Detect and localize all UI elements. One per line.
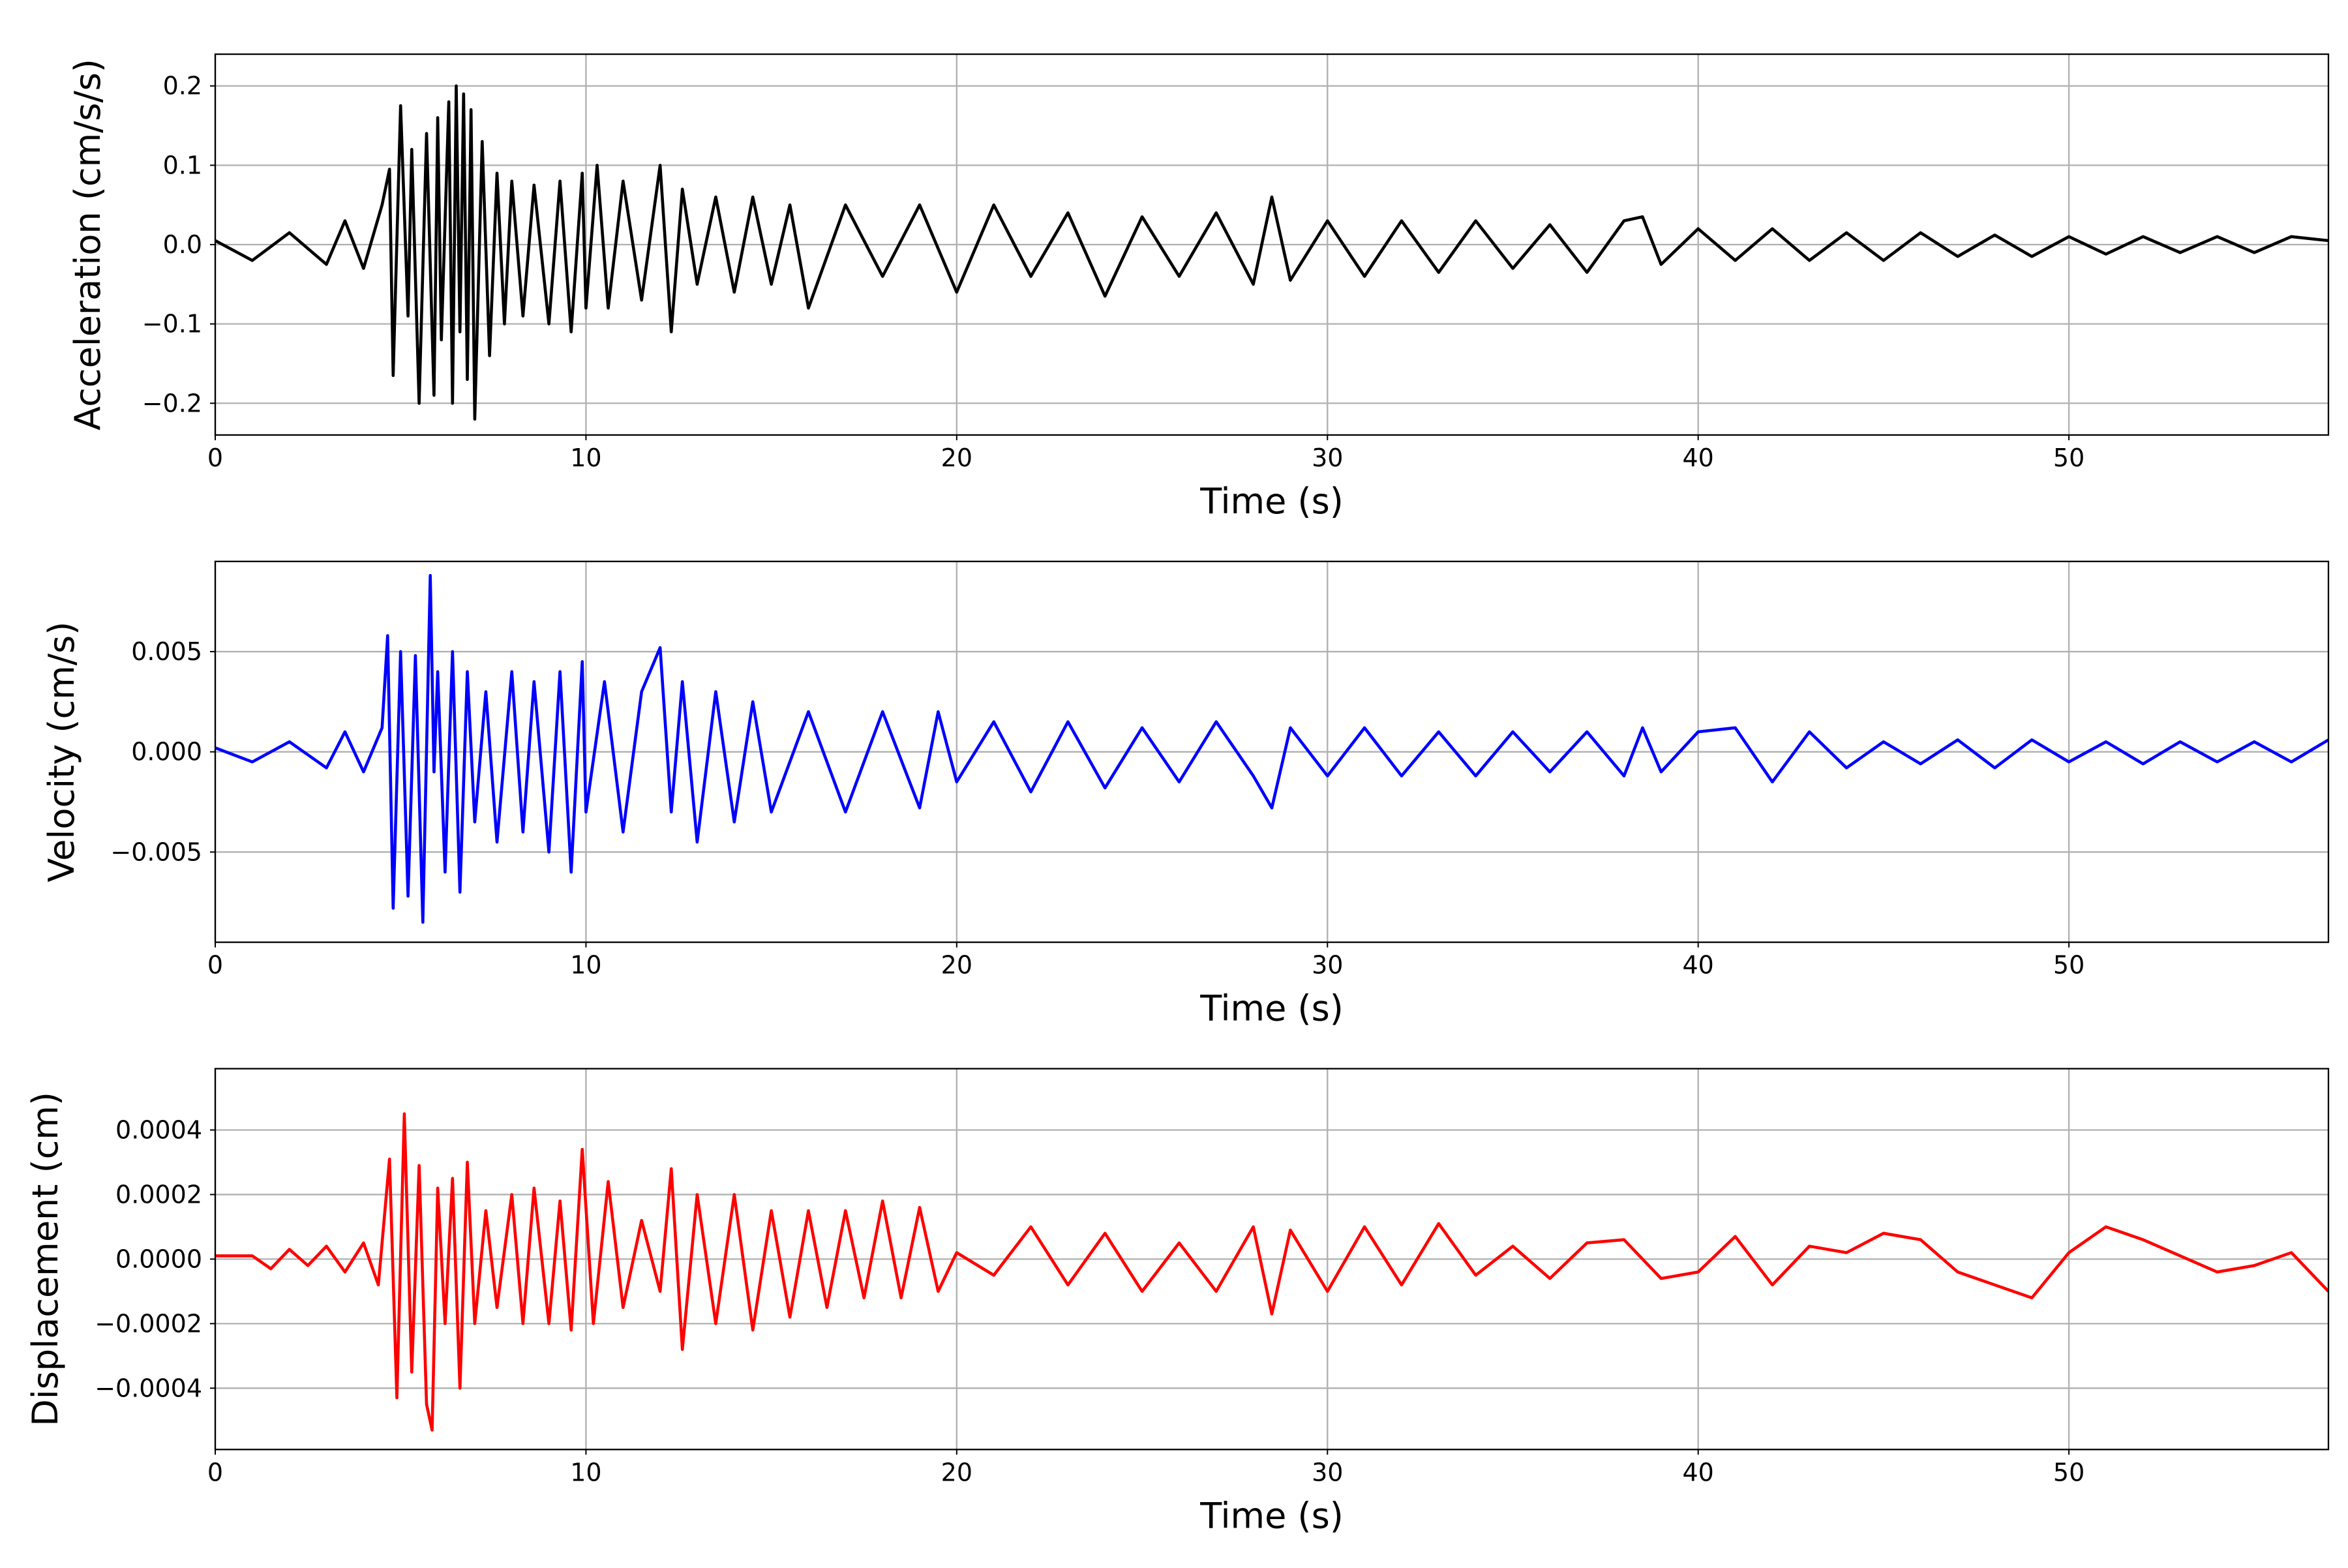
displacement-series-line	[215, 1112, 2328, 1432]
acceleration-ytick-label: −0.1	[142, 310, 202, 339]
acceleration-ytick-label: 0.1	[163, 151, 202, 179]
displacement-panel: 0 10 20 30 40 50 −0.0004 −0.0002 0.0000 0.0002 0.0…	[25, 1068, 2330, 1536]
displacement-xtick-label: 20	[941, 1458, 972, 1486]
acceleration-ylabel: Acceleration (cm/s/s)	[67, 59, 108, 430]
velocity-xtick-label: 50	[2053, 951, 2085, 980]
acceleration-ytick-label: −0.2	[142, 389, 202, 417]
displacement-xtick-label: 40	[1683, 1458, 1714, 1486]
velocity-xtick-label: 10	[570, 951, 601, 980]
acceleration-xtick-label: 30	[1312, 444, 1343, 472]
velocity-series-line	[215, 573, 2328, 924]
acceleration-ytick-label: 0.2	[163, 72, 202, 100]
displacement-ylabel: Displacement (cm)	[25, 1092, 66, 1426]
velocity-ytick-label: −0.005	[110, 837, 202, 866]
acceleration-xlabel: Time (s)	[1199, 481, 1344, 522]
acceleration-series-line	[215, 84, 2328, 421]
displacement-xlabel: Time (s)	[1199, 1495, 1344, 1536]
velocity-xtick-label: 40	[1683, 951, 1714, 980]
acceleration-xtick-label: 10	[570, 444, 601, 472]
acceleration-xtick-label: 0	[207, 444, 223, 472]
velocity-ytick-label: 0.005	[131, 637, 202, 666]
velocity-xtick-label: 0	[207, 951, 223, 980]
velocity-ylabel: Velocity (cm/s)	[41, 622, 82, 882]
displacement-ytick-label: 0.0002	[115, 1180, 202, 1209]
velocity-panel: 0 10 20 30 40 50 −0.005 0.000 0.005 Time (s) Veloc…	[41, 560, 2330, 1029]
acceleration-panel: 0 10 20 30 40 50 −0.2 −0.1 0.0 0.1 0.2 Time (s) Acce…	[67, 53, 2330, 522]
displacement-ytick-label: 0.0004	[115, 1115, 202, 1144]
displacement-ytick-label: 0.0000	[115, 1244, 202, 1273]
acceleration-xtick-label: 40	[1683, 444, 1714, 472]
displacement-xtick-label: 50	[2053, 1458, 2085, 1486]
displacement-ytick-label: −0.0004	[95, 1374, 202, 1402]
velocity-ytick-label: 0.000	[131, 738, 202, 766]
displacement-ytick-label: −0.0002	[95, 1309, 202, 1338]
velocity-xtick-label: 20	[941, 951, 972, 980]
velocity-xlabel: Time (s)	[1199, 988, 1344, 1029]
acceleration-xtick-label: 50	[2053, 444, 2085, 472]
acceleration-xtick-label: 20	[941, 444, 972, 472]
displacement-xtick-label: 10	[570, 1458, 601, 1486]
displacement-xtick-label: 30	[1312, 1458, 1343, 1486]
velocity-xtick-label: 30	[1312, 951, 1343, 980]
displacement-xtick-label: 0	[207, 1458, 223, 1486]
acceleration-ytick-label: 0.0	[163, 230, 202, 259]
